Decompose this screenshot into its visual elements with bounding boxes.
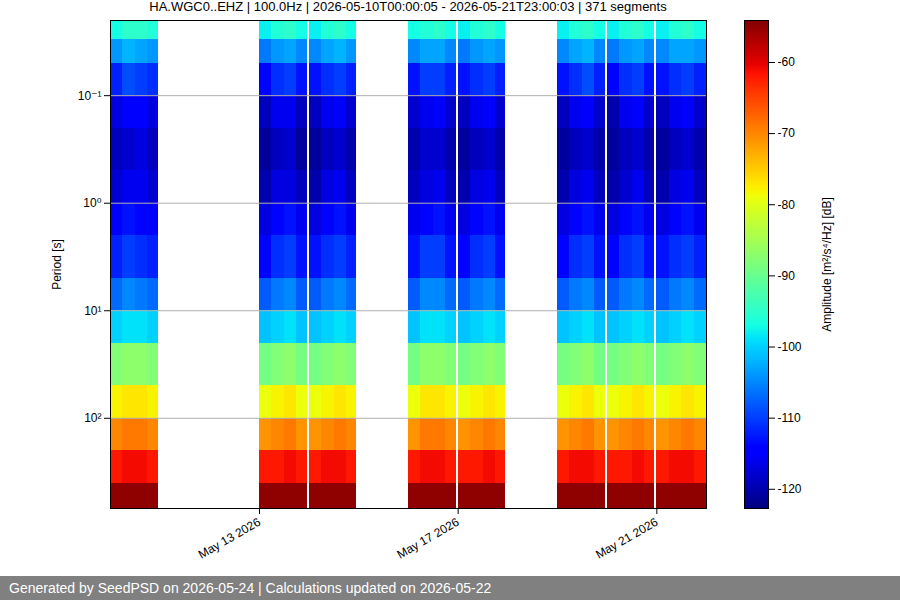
html-text:HA.WGC0..EHZ | 100.0Hz | 2026-: HA.WGC0..EHZ | 100.0Hz | 2026-05-10T00:0…	[149, 0, 667, 14]
svg-text:May 17 2026: May 17 2026	[394, 515, 461, 562]
html-text:Generated by SeedPSD on 2026-0: Generated by SeedPSD on 2026-05-24 | Cal…	[9, 580, 492, 596]
svg-text:-70: -70	[778, 126, 796, 140]
svg-text:Amplitude [m²/s⁴/Hz] [dB]: Amplitude [m²/s⁴/Hz] [dB]	[820, 197, 834, 332]
svg-text:-120: -120	[778, 482, 802, 496]
svg-text:May 13 2026: May 13 2026	[196, 515, 263, 562]
svg-text:10²: 10²	[84, 411, 101, 425]
svg-text:Period [s]: Period [s]	[50, 239, 64, 290]
svg-text:10⁻¹: 10⁻¹	[78, 89, 102, 103]
svg-text:-100: -100	[778, 340, 802, 354]
svg-text:-80: -80	[778, 198, 796, 212]
svg-text:-90: -90	[778, 269, 796, 283]
svg-text:10¹: 10¹	[84, 304, 101, 318]
svg-text:10⁰: 10⁰	[83, 196, 101, 210]
svg-text:-110: -110	[778, 411, 801, 425]
svg-text:-60: -60	[778, 55, 796, 69]
svg-text:May 21 2026: May 21 2026	[593, 515, 660, 562]
